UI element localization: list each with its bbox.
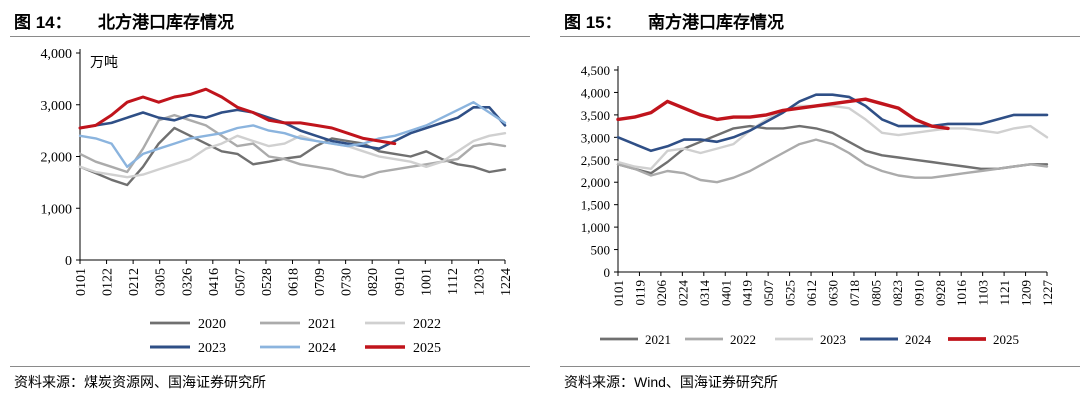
x-tick-label: 0507: [233, 268, 248, 296]
line-chart-south: 0 500 1,000 1,500 2,000 2,500 3,000 3,500 4,000 4…: [581, 63, 1055, 347]
x-tick-label: 1001: [419, 268, 434, 296]
series-line-2024: [78, 100, 507, 169]
y-tick-label: 2,000: [581, 175, 610, 190]
x-tick-label: 0122: [101, 268, 116, 296]
legend-label-2025: 2025: [993, 332, 1019, 347]
y-tick-label: 1,500: [581, 198, 610, 213]
series-line-2022: [616, 138, 1049, 184]
line-chart-north: 0 1,000 2,000 3,000 4,000 万吨 0101 0122 0212 0305 0…: [41, 47, 515, 356]
legend-label-2023: 2023: [198, 341, 226, 356]
legend-label-2020: 2020: [198, 317, 226, 332]
x-tick-label: 0419: [740, 280, 755, 306]
y-tick-label: 0: [65, 254, 72, 269]
x-tick-label: 0718: [847, 280, 862, 306]
x-tick-label: 0101: [611, 280, 626, 306]
x-tick-label: 0910: [911, 280, 926, 306]
x-tick-label: 1112: [446, 268, 461, 295]
x-tick-label: 0525: [783, 280, 798, 306]
x-tick-label: 0805: [868, 280, 883, 306]
x-tick-label: 0314: [697, 280, 712, 307]
y-tick-label: 4,000: [41, 47, 73, 62]
x-tick-label: 0101: [74, 268, 89, 296]
x-tick-label: 0612: [804, 280, 819, 306]
x-tick-label: 0206: [654, 280, 669, 307]
y-tick-label: 2,000: [41, 151, 73, 166]
x-tick-label: 0224: [675, 280, 690, 307]
series-line-2023: [78, 106, 507, 150]
legend-label-2024: 2024: [905, 332, 932, 347]
x-tick-label: 0709: [313, 268, 328, 296]
x-tick-label: 0823: [890, 280, 905, 306]
unit-label: 万吨: [90, 54, 118, 70]
x-tick-label: 1103: [976, 280, 991, 306]
series-line-2021: [616, 124, 1049, 175]
figure-label: 图 14：: [14, 13, 72, 32]
source-note: 资料来源：煤炭资源网、国海证券研究所: [14, 374, 266, 390]
series-line-2025: [616, 97, 950, 131]
x-tick-label: 0212: [127, 268, 142, 296]
x-tick-label: 0910: [393, 268, 408, 296]
chart-panel-south: 图 15： 南方港口库存情况 0 500 1,000 1,500 2,000 2,500 3,…: [550, 0, 1080, 400]
y-tick-label: 0: [604, 265, 611, 280]
x-tick-label: 1224: [499, 268, 514, 296]
x-tick-label: 0528: [260, 268, 275, 296]
legend-label-2025: 2025: [413, 341, 441, 356]
x-tick-label: 0618: [287, 268, 302, 296]
y-tick-label: 3,000: [581, 130, 610, 145]
x-tick-label: 0630: [826, 280, 841, 306]
legend-label-2024: 2024: [308, 341, 336, 356]
figure-label: 图 15：: [564, 13, 622, 32]
source-rule: [10, 366, 530, 367]
source-note: 资料来源：Wind、国海证券研究所: [564, 374, 778, 390]
figure-title: 北方港口库存情况: [98, 13, 234, 32]
series-line-2025: [78, 87, 397, 146]
x-tick-label: 0416: [207, 268, 222, 296]
y-tick-label: 1,000: [581, 220, 610, 235]
y-tick-label: 4,000: [581, 85, 610, 100]
x-tick-label: 1016: [954, 280, 969, 307]
source-rule: [560, 366, 1080, 367]
series-line-2020: [78, 126, 507, 187]
legend-label-2022: 2022: [730, 332, 756, 347]
figure-title: 南方港口库存情况: [648, 13, 784, 32]
series-line-2023: [616, 104, 1049, 171]
x-tick-label: 1203: [472, 268, 487, 296]
legend-label-2023: 2023: [820, 332, 846, 347]
x-tick-label: 0820: [366, 268, 381, 296]
legend-label-2021: 2021: [308, 317, 336, 332]
x-tick-label: 1121: [997, 280, 1012, 306]
chart-title: 图 15： 南方港口库存情况: [564, 8, 784, 33]
chart-title: 图 14： 北方港口库存情况: [14, 8, 234, 33]
y-tick-label: 3,500: [581, 108, 610, 123]
y-tick-label: 4,500: [581, 63, 610, 78]
title-rule: [10, 36, 530, 37]
series-line-2024: [616, 93, 1049, 153]
y-tick-label: 2,500: [581, 153, 610, 168]
x-tick-label: 0326: [180, 268, 195, 296]
x-tick-label: 0401: [718, 280, 733, 306]
y-tick-label: 1,000: [41, 202, 73, 217]
y-tick-label: 3,000: [41, 99, 73, 114]
x-tick-label: 0507: [761, 280, 776, 307]
x-tick-label: 1227: [1040, 280, 1055, 307]
x-tick-label: 0305: [154, 268, 169, 296]
x-tick-label: 0730: [340, 268, 355, 296]
x-tick-label: 0928: [933, 280, 948, 306]
title-rule: [560, 36, 1080, 37]
series-line-2022: [78, 131, 507, 179]
legend-label-2022: 2022: [413, 317, 441, 332]
x-tick-label: 0119: [632, 280, 647, 306]
y-tick-label: 500: [591, 243, 611, 258]
legend-label-2021: 2021: [645, 332, 671, 347]
x-tick-label: 1209: [1019, 280, 1034, 306]
chart-panel-north: 图 14： 北方港口库存情况 0 1,000 2,000 3,000 4,000 万吨 010…: [0, 0, 530, 400]
